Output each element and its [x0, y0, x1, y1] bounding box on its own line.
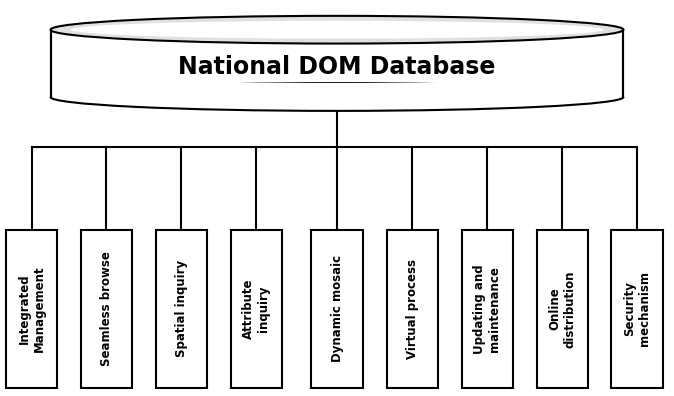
- Bar: [81, 230, 132, 388]
- Ellipse shape: [71, 21, 603, 39]
- Bar: [51, 30, 623, 97]
- Bar: [537, 230, 588, 388]
- Ellipse shape: [51, 83, 623, 111]
- Bar: [311, 230, 363, 388]
- Text: National DOM Database: National DOM Database: [179, 55, 495, 79]
- Text: Seamless browse: Seamless browse: [100, 251, 113, 366]
- Bar: [611, 230, 663, 388]
- Text: Spatial inquiry: Spatial inquiry: [175, 260, 188, 358]
- Text: Dynamic mosaic: Dynamic mosaic: [330, 255, 344, 362]
- Text: Virtual process: Virtual process: [406, 259, 419, 359]
- Bar: [156, 230, 207, 388]
- Text: Updating and
maintenance: Updating and maintenance: [473, 264, 501, 354]
- Text: Integrated
Management: Integrated Management: [18, 266, 46, 352]
- Bar: [6, 230, 57, 388]
- Ellipse shape: [51, 16, 623, 44]
- Text: Attribute
inquiry: Attribute inquiry: [242, 279, 270, 339]
- Bar: [462, 230, 513, 388]
- Bar: [231, 230, 282, 388]
- Bar: [44, 83, 630, 97]
- Text: Online
distribution: Online distribution: [548, 270, 576, 348]
- Bar: [387, 230, 438, 388]
- Text: Security
mechanism: Security mechanism: [623, 271, 651, 346]
